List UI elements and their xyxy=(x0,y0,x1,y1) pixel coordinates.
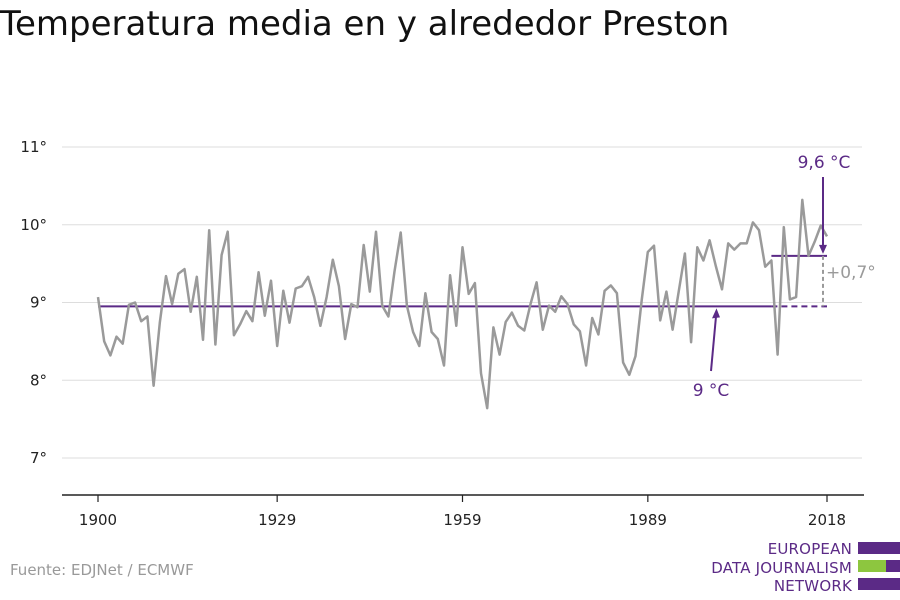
line-chart: 7° 8° 9° 10° 11° 1900 1929 1959 1989 2018 9,6 °C… xyxy=(20,138,876,529)
recent-arrow-head xyxy=(819,244,827,254)
x-tick-label: 1900 xyxy=(79,511,117,529)
logo-bar-middle-green xyxy=(858,560,886,572)
baseline-average-label: 9 °C xyxy=(693,381,730,401)
chart-title: Temperatura media en y alrededor Preston xyxy=(0,4,730,44)
y-tick-label: 10° xyxy=(20,216,47,234)
x-tick-label: 2018 xyxy=(808,511,846,529)
source-note: Fuente: EDJNet / ECMWF xyxy=(10,561,194,579)
recent-average-label: 9,6 °C xyxy=(798,153,851,173)
series-line xyxy=(96,198,829,410)
baseline-arrow-shaft xyxy=(710,316,717,372)
logo-bar-top xyxy=(858,542,900,554)
logo-line-2: DATA JOURNALISM xyxy=(711,559,852,577)
x-axis: 1900 1929 1959 1989 2018 xyxy=(62,494,864,529)
logo-bar-bottom xyxy=(858,578,900,590)
logo-line-1: EUROPEAN xyxy=(767,540,852,558)
baseline-arrow-head xyxy=(712,308,720,319)
y-tick-label: 8° xyxy=(30,371,47,389)
y-tick-label: 9° xyxy=(30,294,47,312)
logo-line-3: NETWORK xyxy=(773,577,852,595)
x-tick-label: 1959 xyxy=(443,511,481,529)
y-axis: 7° 8° 9° 10° 11° xyxy=(20,138,47,467)
annotations: 9,6 °C 9 °C +0,7° xyxy=(693,153,876,401)
x-tick-label: 1989 xyxy=(629,511,667,529)
grid-lines xyxy=(62,146,862,459)
temperature-series xyxy=(96,198,829,410)
edjnet-logo[interactable]: EUROPEAN DATA JOURNALISM NETWORK xyxy=(700,540,900,596)
logo-bar-middle-purple xyxy=(886,560,900,572)
y-tick-label: 7° xyxy=(30,449,47,467)
difference-label: +0,7° xyxy=(826,263,876,283)
x-tick-label: 1929 xyxy=(258,511,296,529)
y-tick-label: 11° xyxy=(20,138,47,156)
